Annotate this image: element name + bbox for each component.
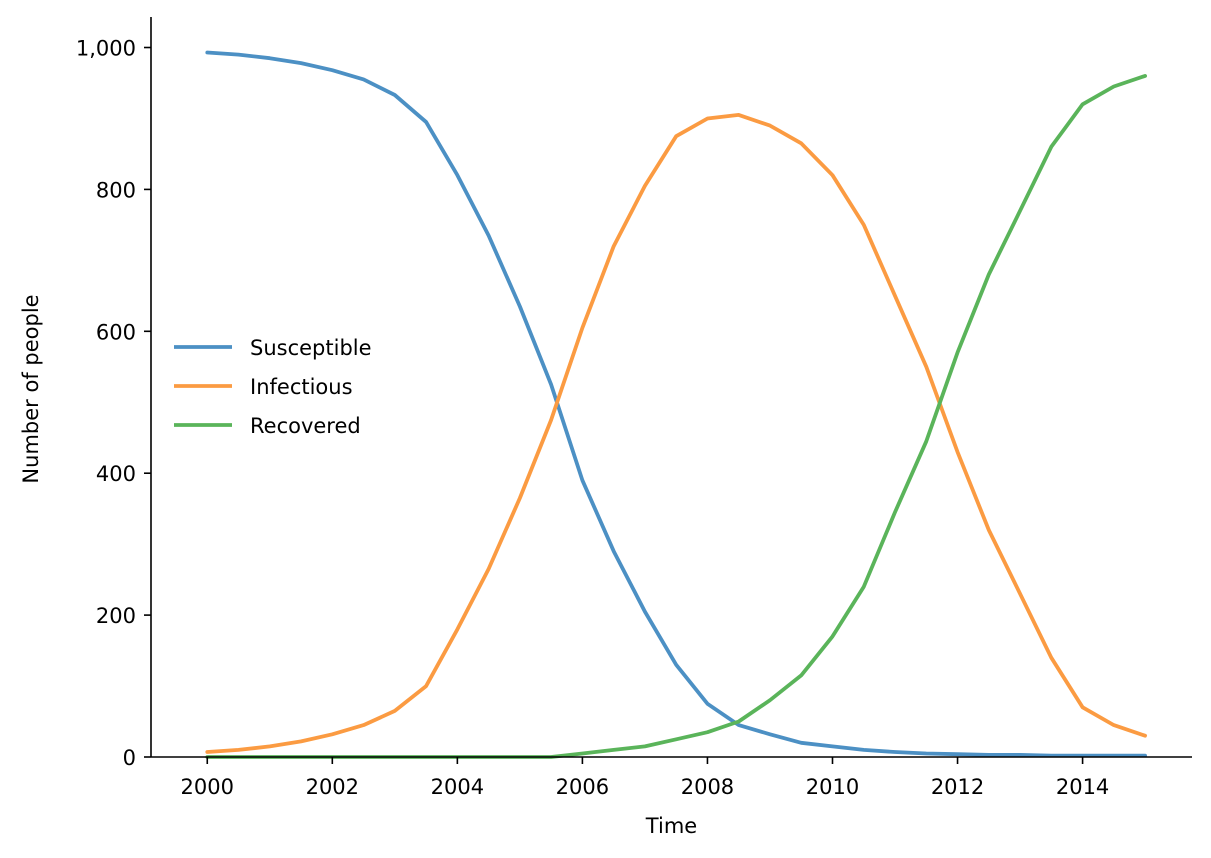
y-tick-label: 600 xyxy=(96,320,136,344)
legend-label-recovered: Recovered xyxy=(250,414,361,438)
x-tick-label: 2002 xyxy=(306,775,359,799)
y-axis-title: Number of people xyxy=(19,294,43,483)
legend-label-susceptible: Susceptible xyxy=(250,336,372,360)
x-axis-ticks: 2000 2002 2004 2006 2008 2010 2012 2014 xyxy=(181,757,1109,799)
y-tick-label: 0 xyxy=(123,746,136,770)
legend-label-infectious: Infectious xyxy=(250,375,353,399)
x-axis-title: Time xyxy=(645,814,697,838)
y-tick-label: 400 xyxy=(96,462,136,486)
series-line-susceptible xyxy=(205,50,1147,758)
y-tick-label: 1,000 xyxy=(76,37,136,61)
x-tick-label: 2000 xyxy=(181,775,234,799)
x-tick-label: 2008 xyxy=(681,775,734,799)
plot-lines xyxy=(205,50,1147,759)
x-tick-label: 2006 xyxy=(556,775,609,799)
y-axis-ticks: 0 200 400 600 800 1,000 xyxy=(76,37,151,770)
x-tick-label: 2004 xyxy=(431,775,484,799)
x-tick-label: 2014 xyxy=(1056,775,1109,799)
series-line-infectious xyxy=(205,113,1147,754)
y-tick-label: 800 xyxy=(96,178,136,202)
x-tick-label: 2012 xyxy=(931,775,984,799)
x-tick-label: 2010 xyxy=(806,775,859,799)
legend: Susceptible Infectious Recovered xyxy=(174,336,372,438)
axes xyxy=(150,17,1192,758)
y-tick-label: 200 xyxy=(96,604,136,628)
